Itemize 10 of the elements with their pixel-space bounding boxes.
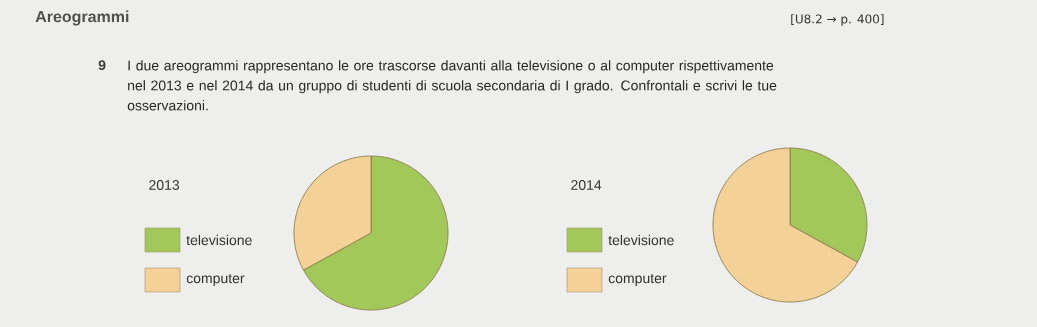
text: 9 <box>98 60 106 71</box>
text: I due areogrammi rappresentano le ore trascorse davanti alla televisione o al computer rispettivamente nel 2013 e nel 2014 da un gruppo di studenti di scuola secondaria di I grado. Confrontali e scrivi le tue osservazioni. <box>127 60 777 111</box>
text: 2014 <box>571 180 602 190</box>
legend-label: computer <box>186 274 245 286</box>
text: Areogrammi <box>35 10 129 26</box>
legend-label: televisione <box>608 234 674 246</box>
text: 2013 <box>149 180 180 190</box>
legend-label: computer <box>608 274 667 286</box>
text: [U8.2 → p. 400] <box>791 14 884 26</box>
legend-label: televisione <box>186 234 252 246</box>
